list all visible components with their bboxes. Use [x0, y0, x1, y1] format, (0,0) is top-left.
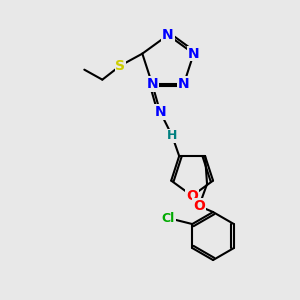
Text: N: N	[188, 47, 200, 61]
Text: S: S	[115, 59, 125, 73]
Text: N: N	[162, 28, 174, 42]
Text: N: N	[146, 77, 158, 91]
Text: N: N	[154, 105, 166, 119]
Text: O: O	[186, 189, 198, 203]
Text: H: H	[167, 129, 177, 142]
Text: Cl: Cl	[162, 212, 175, 224]
Text: N: N	[178, 77, 190, 91]
Text: O: O	[193, 199, 205, 213]
